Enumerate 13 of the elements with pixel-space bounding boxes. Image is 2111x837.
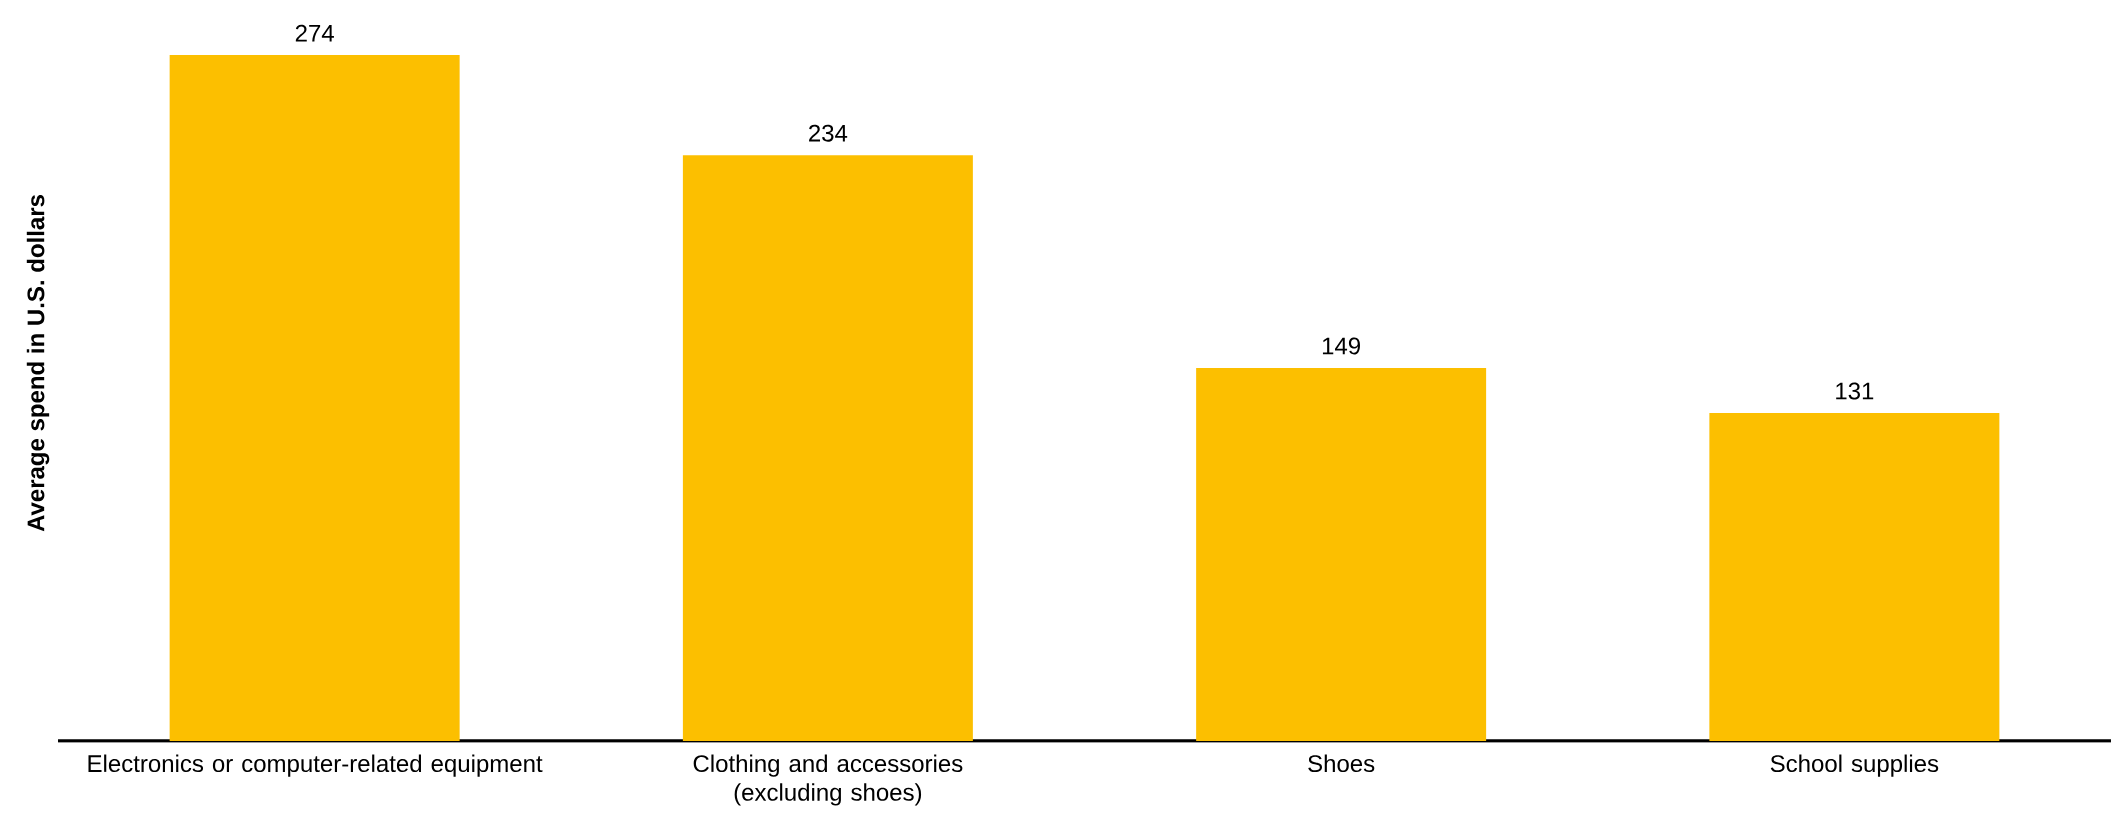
- data-label: 274: [295, 24, 334, 42]
- x-tick-label: Electronics or computer-related equipment: [88, 754, 543, 777]
- data-label: 149: [1322, 337, 1360, 355]
- bar: [682, 155, 973, 741]
- data-label: 234: [809, 124, 848, 142]
- x-tick-label: Clothing and accessories (excluding shoes): [693, 754, 963, 806]
- x-tick-label: School supplies: [1770, 754, 1939, 777]
- x-tick-label: Shoes: [1308, 754, 1375, 773]
- bar: [169, 54, 460, 741]
- bar: [1196, 367, 1487, 741]
- bar: [1709, 413, 2000, 741]
- y-axis-title: Average spend in U.S. dollars: [26, 195, 50, 532]
- data-label: 131: [1836, 382, 1874, 400]
